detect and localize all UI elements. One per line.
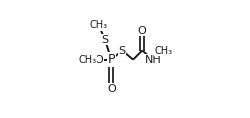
Text: CH₃: CH₃ (79, 55, 97, 65)
Text: S: S (102, 35, 108, 45)
Text: O: O (138, 25, 146, 36)
Text: P: P (108, 53, 115, 66)
Text: CH₃: CH₃ (154, 46, 172, 55)
Text: NH: NH (145, 55, 162, 65)
Text: CH₃: CH₃ (90, 20, 108, 30)
Text: S: S (119, 46, 126, 55)
Text: O: O (107, 84, 116, 94)
Text: O: O (94, 55, 103, 65)
